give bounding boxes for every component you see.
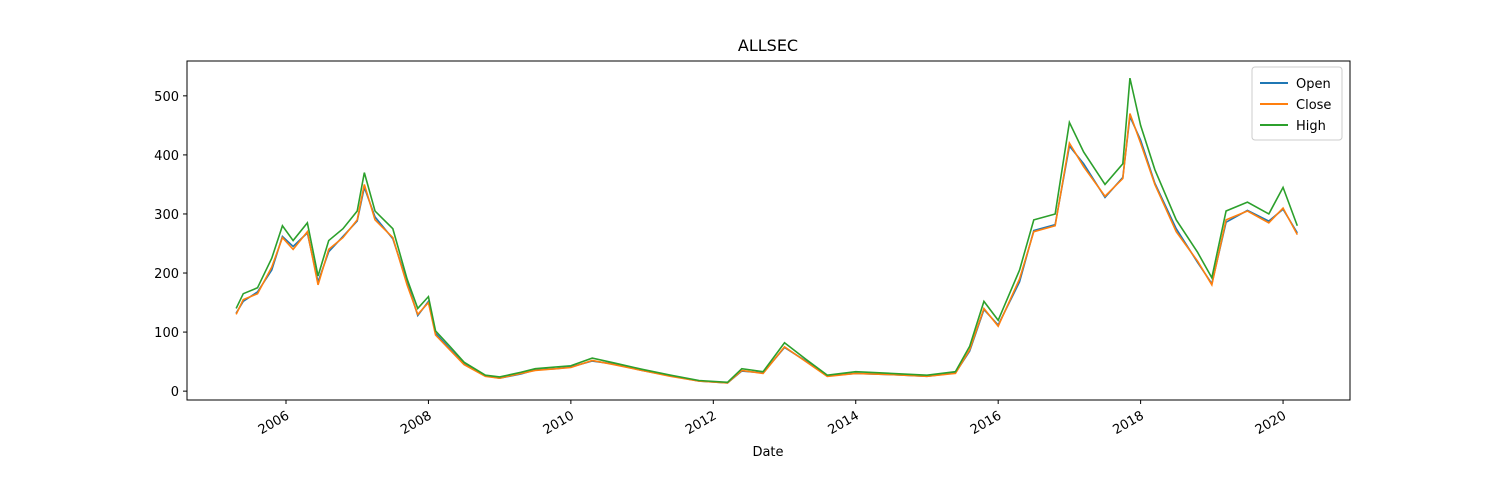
x-tick-label: 2008 bbox=[398, 408, 434, 438]
x-tick-label: 2016 bbox=[968, 408, 1004, 438]
legend-box bbox=[1251, 66, 1343, 141]
y-tick-label: 500 bbox=[154, 90, 179, 105]
x-axis-label: Date bbox=[752, 445, 783, 460]
x-tick-label: 2018 bbox=[1110, 408, 1146, 438]
y-tick-label: 200 bbox=[154, 267, 179, 282]
legend-label: High bbox=[1296, 119, 1326, 134]
y-tick-label: 100 bbox=[154, 326, 179, 341]
plot-frame bbox=[186, 60, 1351, 401]
line bbox=[235, 113, 1298, 384]
y-tick-label: 300 bbox=[154, 208, 179, 223]
legend: Open Close High bbox=[1251, 66, 1343, 141]
legend-label: Open bbox=[1296, 77, 1331, 92]
x-tick-label: 2012 bbox=[683, 408, 719, 438]
line bbox=[235, 113, 1299, 384]
x-tick-label: 2006 bbox=[256, 408, 292, 438]
chart-title: ALLSEC bbox=[738, 36, 798, 55]
legend-label: Close bbox=[1296, 98, 1331, 113]
x-tick-label: 2010 bbox=[541, 408, 577, 438]
y-tick-label: 0 bbox=[171, 385, 179, 400]
x-tick-label: 2020 bbox=[1253, 408, 1289, 438]
x-tick-label: 2014 bbox=[826, 408, 862, 438]
line bbox=[235, 77, 1299, 384]
y-tick-label: 400 bbox=[154, 149, 179, 164]
